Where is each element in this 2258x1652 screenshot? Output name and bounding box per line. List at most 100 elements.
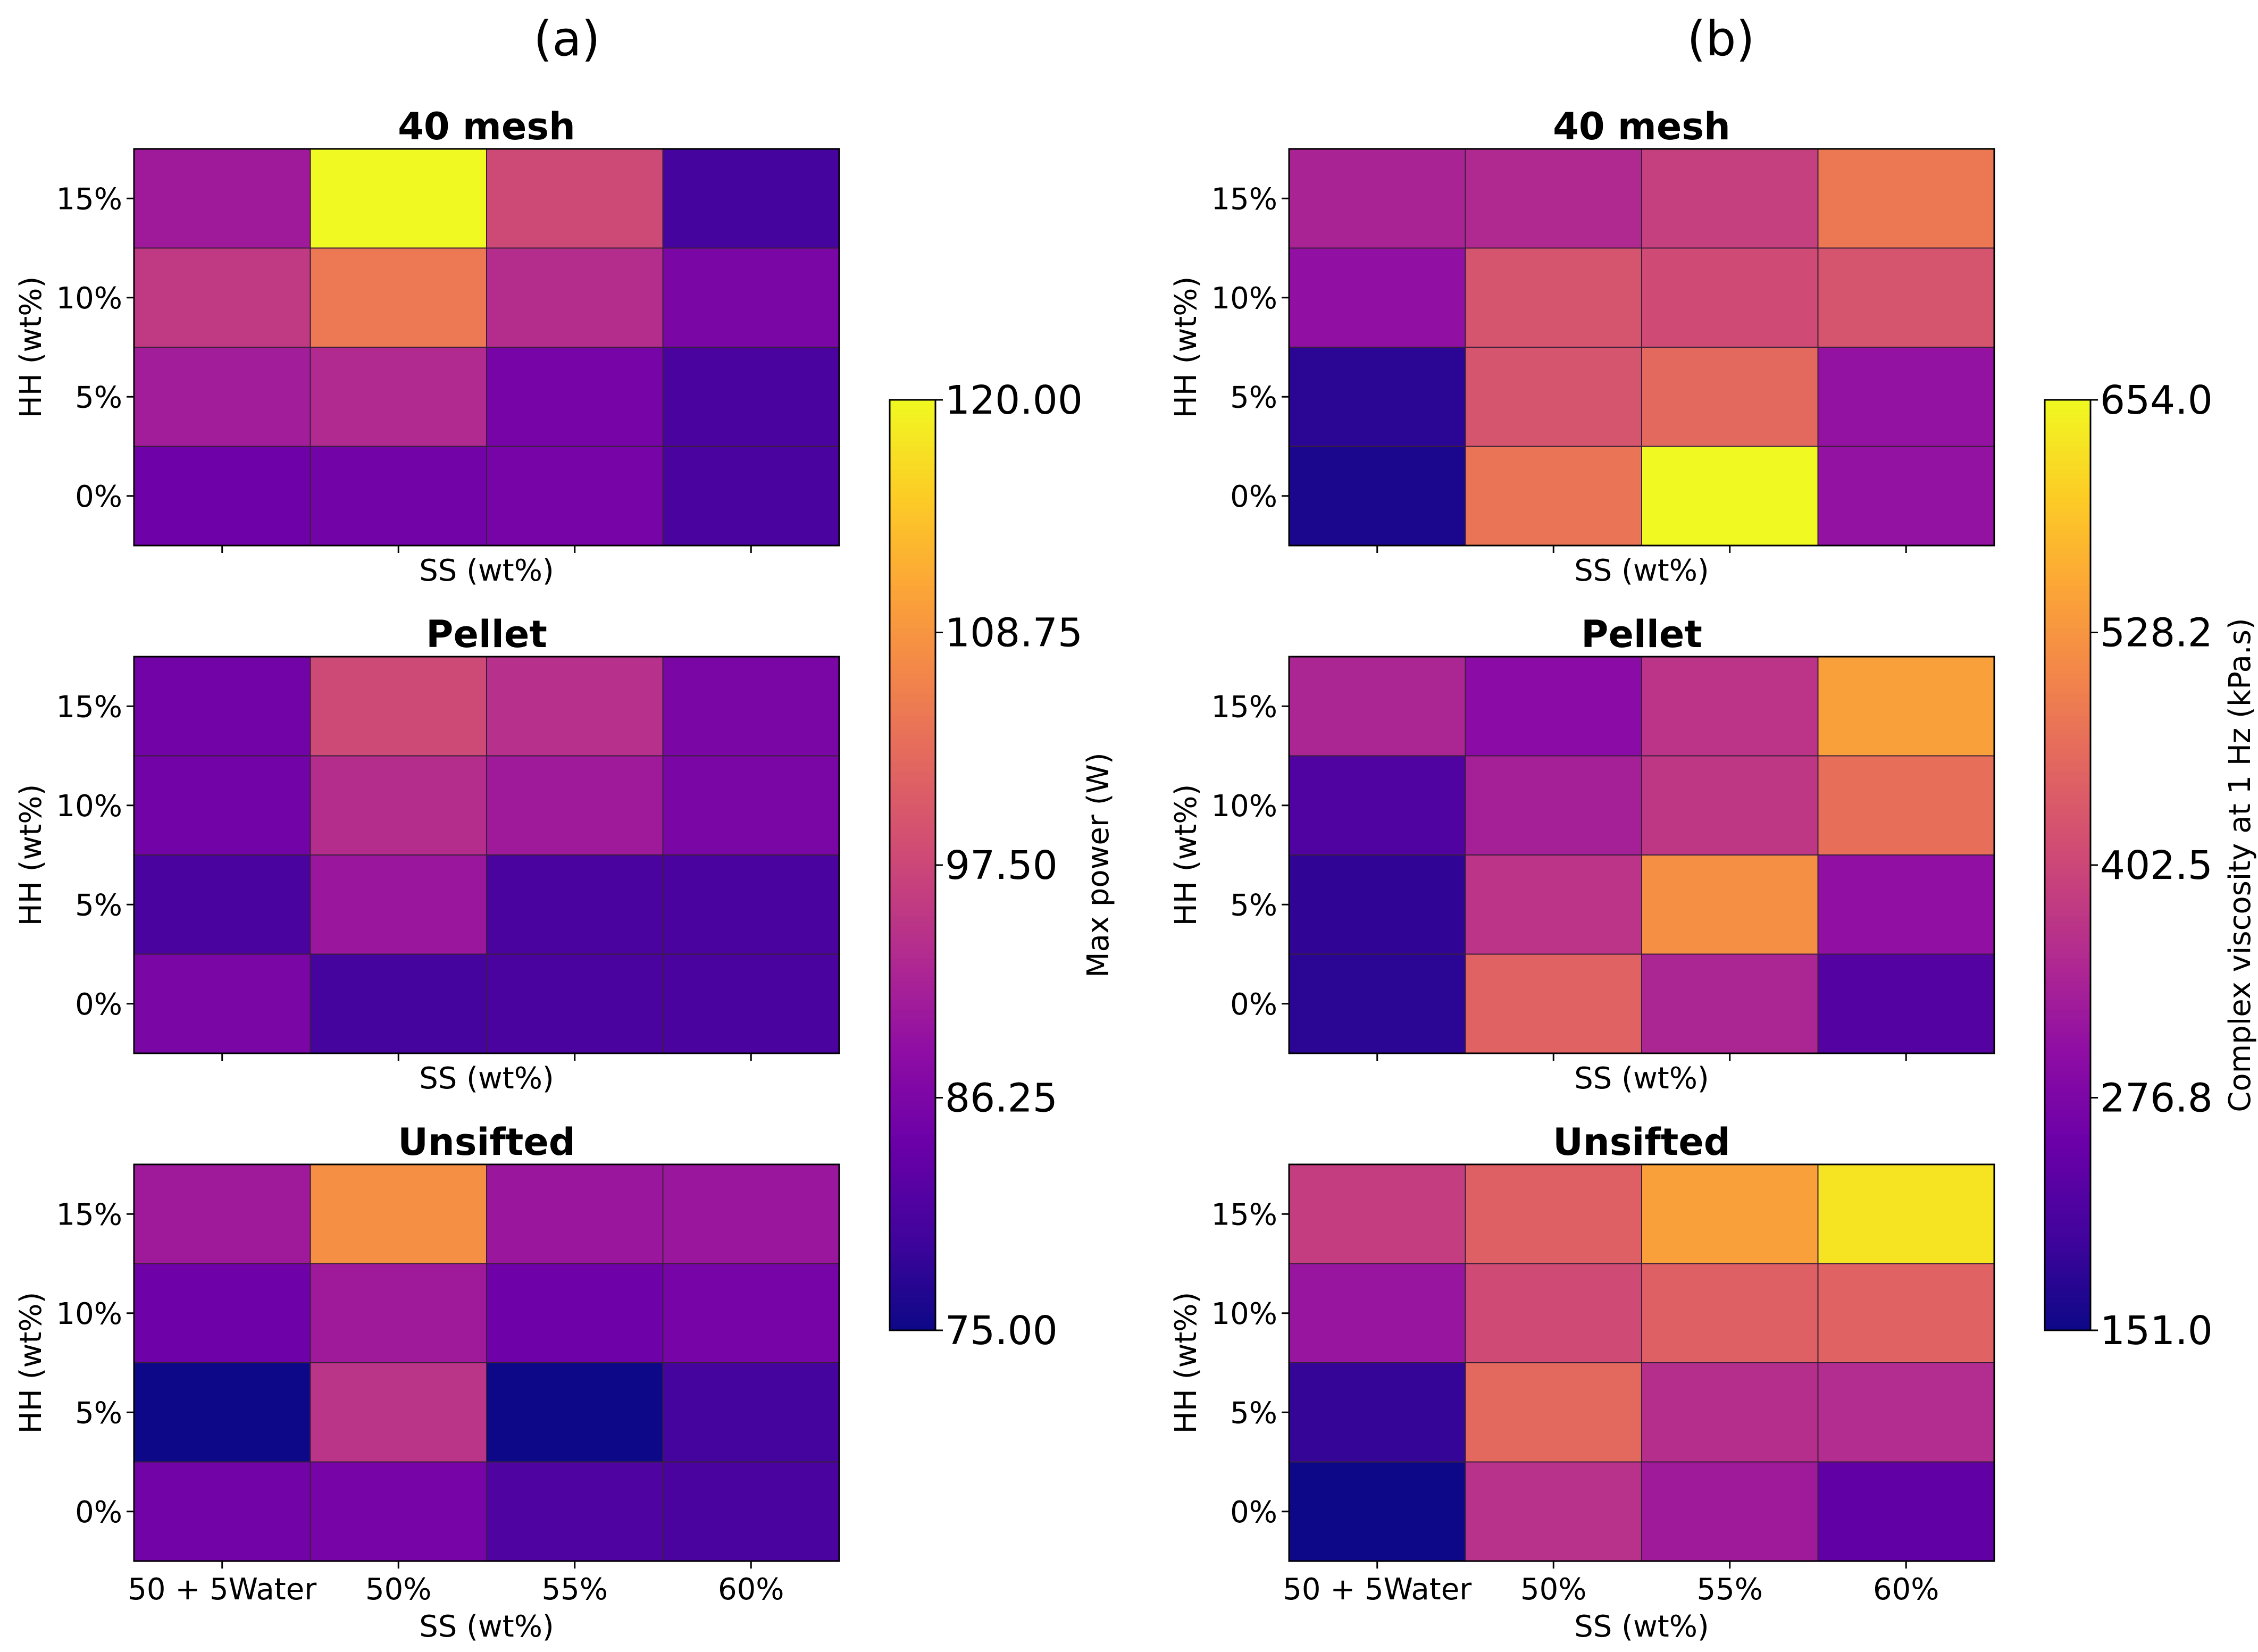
heatmap-cell	[662, 953, 840, 1054]
colorbar-segment	[890, 525, 935, 531]
colorbar-segment	[2045, 493, 2090, 498]
x-axis-label: SS (wt%)	[419, 1609, 554, 1644]
colorbar-segment	[890, 488, 935, 493]
heatmap-cell	[1465, 854, 1642, 955]
colorbar-segment	[2045, 958, 2090, 963]
colorbar: 120.00 108.75 97.50 86.25 75.00 Max power (W)	[889, 378, 1116, 1354]
colorbar-segment	[890, 553, 935, 559]
colorbar-segment	[890, 720, 935, 726]
colorbar-segment	[890, 479, 935, 484]
heatmap-cell	[1641, 953, 1819, 1054]
colorbar-segment	[890, 437, 935, 442]
colorbar-segment	[890, 1302, 935, 1308]
heatmap-cell	[486, 446, 664, 546]
colorbar-segment	[2045, 1204, 2090, 1210]
subplot-pellet: Pellet 15% 10% 5% 0% SS (wt%) HH (wt%)	[1169, 613, 1995, 1096]
colorbar-segment	[2045, 1102, 2090, 1108]
colorbar-segment	[2045, 427, 2090, 433]
y-tick-label: 10%	[1211, 281, 1277, 316]
y-tick-label: 5%	[1230, 380, 1277, 415]
colorbar-segment	[2045, 660, 2090, 666]
colorbar-segment	[890, 637, 935, 642]
colorbar-segment	[2045, 786, 2090, 791]
colorbar-segment	[2045, 935, 2090, 940]
colorbar-segment	[2045, 558, 2090, 564]
colorbar-segment	[2045, 465, 2090, 471]
colorbar-segment	[2045, 432, 2090, 438]
heatmap-cell	[1465, 1362, 1642, 1463]
colorbar-segment	[2045, 688, 2090, 694]
colorbar-segment	[890, 544, 935, 549]
heatmap-cell	[1289, 247, 1466, 348]
colorbar-segment	[2045, 953, 2090, 959]
heatmap-cell	[662, 148, 840, 249]
colorbar-segment	[890, 1139, 935, 1145]
heatmap-cell	[1289, 446, 1466, 546]
colorbar-segment	[2045, 693, 2090, 698]
colorbar-segment	[2045, 1148, 2090, 1154]
colorbar-segment	[890, 493, 935, 498]
heatmap-cell	[1817, 953, 1995, 1054]
colorbar-segment	[2045, 791, 2090, 796]
colorbar-segment	[2045, 637, 2090, 642]
colorbar-segment	[890, 581, 935, 586]
x-axis-label: SS (wt%)	[419, 1061, 554, 1096]
y-tick-label: 10%	[1211, 789, 1277, 824]
colorbar-segment	[2045, 595, 2090, 601]
colorbar-segment	[890, 776, 935, 782]
heatmap-cell	[1641, 1263, 1819, 1363]
colorbar-segment	[2045, 1228, 2090, 1234]
axes-frame	[1288, 148, 1995, 547]
colorbar-segment	[2045, 921, 2090, 926]
colorbar-segment	[890, 1307, 935, 1312]
colorbar-segment	[890, 418, 935, 424]
colorbar-segment	[890, 786, 935, 791]
colorbar-segment	[2045, 1307, 2090, 1312]
colorbar-segment	[2045, 614, 2090, 619]
y-tick-label: 0%	[1230, 987, 1277, 1022]
colorbar-segment	[890, 1121, 935, 1126]
colorbar-segment	[2045, 511, 2090, 517]
y-axis-label: HH (wt%)	[1169, 276, 1203, 418]
colorbar-segment	[2045, 967, 2090, 973]
heatmap-cell	[1641, 854, 1819, 955]
colorbar-segment	[2045, 911, 2090, 917]
heatmap-cell	[1817, 1362, 1995, 1463]
colorbar-segment	[890, 898, 935, 903]
colorbar-segment	[890, 995, 935, 1001]
colorbar-segment	[890, 469, 935, 475]
colorbar-segment	[890, 1037, 935, 1043]
colorbar-tick-label: 528.2	[2100, 610, 2213, 656]
colorbar-segment	[2045, 1060, 2090, 1066]
colorbar-segment	[2045, 972, 2090, 977]
colorbar-segment	[2045, 642, 2090, 647]
colorbar-segment	[2045, 1014, 2090, 1019]
colorbar-segment	[2045, 563, 2090, 568]
colorbar-segment	[2045, 865, 2090, 870]
subplot-title: Unsifted	[398, 1120, 575, 1164]
colorbar-segment	[890, 693, 935, 698]
colorbar-segment	[890, 483, 935, 489]
colorbar-segment	[890, 739, 935, 745]
x-tick-label: 55%	[1697, 1572, 1763, 1607]
colorbar-tick-label: 654.0	[2100, 378, 2213, 423]
colorbar-segment	[2045, 884, 2090, 889]
colorbar-segment	[890, 1065, 935, 1070]
y-tick-label: 15%	[1211, 1197, 1277, 1232]
colorbar-segment	[890, 1014, 935, 1019]
colorbar-segment	[890, 627, 935, 633]
colorbar-segment	[2045, 1055, 2090, 1061]
colorbar-segment	[890, 1018, 935, 1024]
colorbar-segment	[2045, 507, 2090, 512]
colorbar-segment	[890, 832, 935, 838]
colorbar-segment	[2045, 893, 2090, 899]
colorbar-segment	[890, 781, 935, 787]
colorbar-segment	[2045, 1214, 2090, 1219]
heatmap-cell	[486, 148, 664, 249]
colorbar-segment	[890, 925, 935, 931]
colorbar-segment	[890, 576, 935, 582]
colorbar-segment	[2045, 846, 2090, 852]
x-axis-label: SS (wt%)	[1574, 554, 1709, 588]
colorbar-segment	[890, 1246, 935, 1252]
colorbar-segment	[2045, 744, 2090, 750]
